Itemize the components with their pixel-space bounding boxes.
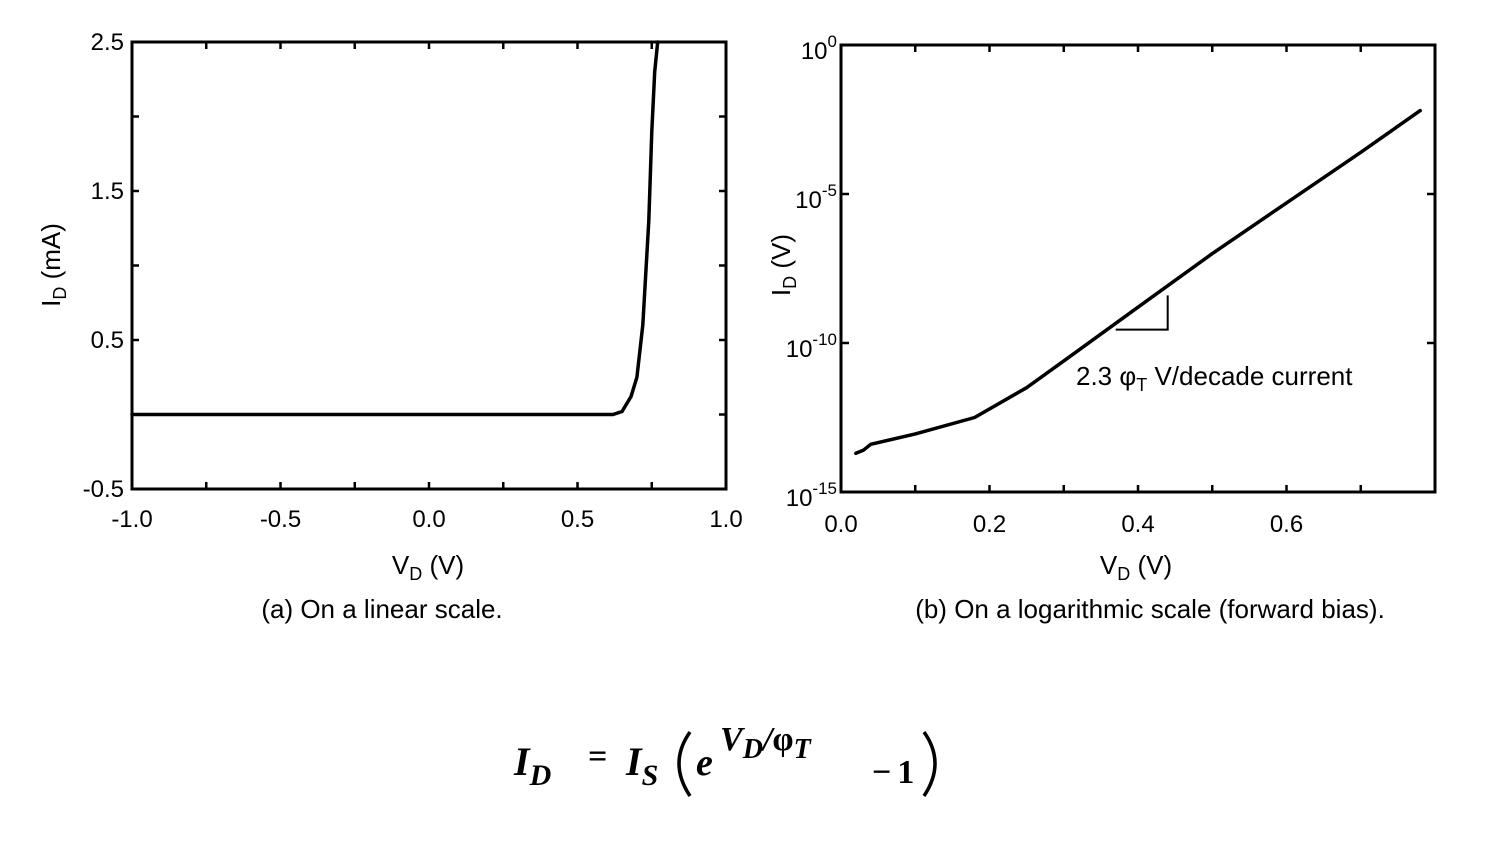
y-tick-label-linear: 1.5 <box>91 178 124 205</box>
plot-frame-logarithmic <box>839 43 1437 494</box>
x-tick-labels-linear: -1.0 -0.5 0.0 0.5 1.0 <box>111 506 742 533</box>
y-tick-label-logarithmic: 10-5 <box>795 181 837 214</box>
x-tick-label-linear: -0.5 <box>260 506 301 533</box>
y-tick-labels-linear: -0.5 0.5 1.5 2.5 <box>83 29 124 503</box>
y-axis-label-logarithmic: ID (V) <box>766 234 800 296</box>
equation-exp-base: e <box>696 742 713 784</box>
equation-left-paren <box>677 730 692 797</box>
y-tick-label-linear: 0.5 <box>91 327 124 354</box>
x-axis-label-linear: VD (V) <box>392 550 464 584</box>
y-tick-label-logarithmic: 10-15 <box>786 479 837 512</box>
equation-equals: = <box>588 738 607 775</box>
x-tick-label-linear: 0.5 <box>561 506 594 533</box>
x-axis-label-logarithmic: VD (V) <box>1100 550 1172 584</box>
y-tick-label-logarithmic: 10-10 <box>786 330 837 363</box>
x-tick-label-linear: -1.0 <box>111 506 152 533</box>
equation-right-paren <box>922 730 937 797</box>
chart-logarithmic: 0.0 0.2 0.4 0.6 10-15 10-10 10-5 100 2.3 φT V/… <box>766 32 1437 624</box>
caption-logarithmic: (b) On a logarithmic scale (forward bias… <box>915 594 1385 624</box>
slope-triangle <box>1115 295 1169 331</box>
x-tick-label-logarithmic: 0.6 <box>1270 511 1303 538</box>
equation-exponent: VD/φT <box>720 721 813 765</box>
x-tick-label-logarithmic: 0.0 <box>824 511 857 538</box>
x-tick-labels-logarithmic: 0.0 0.2 0.4 0.6 <box>824 511 1303 538</box>
equation-is: IS <box>625 739 658 792</box>
y-tick-label-linear: 2.5 <box>91 29 124 56</box>
equation-lhs: ID <box>513 739 551 792</box>
plot-frame-linear <box>130 40 728 491</box>
x-tick-label-linear: 1.0 <box>709 506 742 533</box>
x-tick-label-logarithmic: 0.2 <box>973 511 1006 538</box>
caption-linear: (a) On a linear scale. <box>261 594 502 624</box>
y-tick-label-linear: -0.5 <box>83 476 124 503</box>
series-line-logarithmic <box>854 108 1422 456</box>
series-line-linear <box>130 40 660 417</box>
y-tick-label-logarithmic: 100 <box>801 32 837 65</box>
y-tick-labels-logarithmic: 10-15 10-10 10-5 100 <box>786 32 837 512</box>
y-axis-label-linear: ID (mA) <box>36 223 70 307</box>
chart-linear: -1.0 -0.5 0.0 0.5 1.0 -0.5 0.5 1.5 2.5 VD (V) I… <box>36 29 743 624</box>
x-tick-label-linear: 0.0 <box>412 506 445 533</box>
ticks-logarithmic <box>839 43 1437 494</box>
equation-minus-one: −1 <box>872 754 914 791</box>
ticks-linear <box>130 40 728 491</box>
x-tick-label-logarithmic: 0.4 <box>1121 511 1154 538</box>
diode-equation: ID = IS e VD/φT −1 <box>513 721 937 797</box>
slope-annotation: 2.3 φT V/decade current <box>1076 361 1353 395</box>
